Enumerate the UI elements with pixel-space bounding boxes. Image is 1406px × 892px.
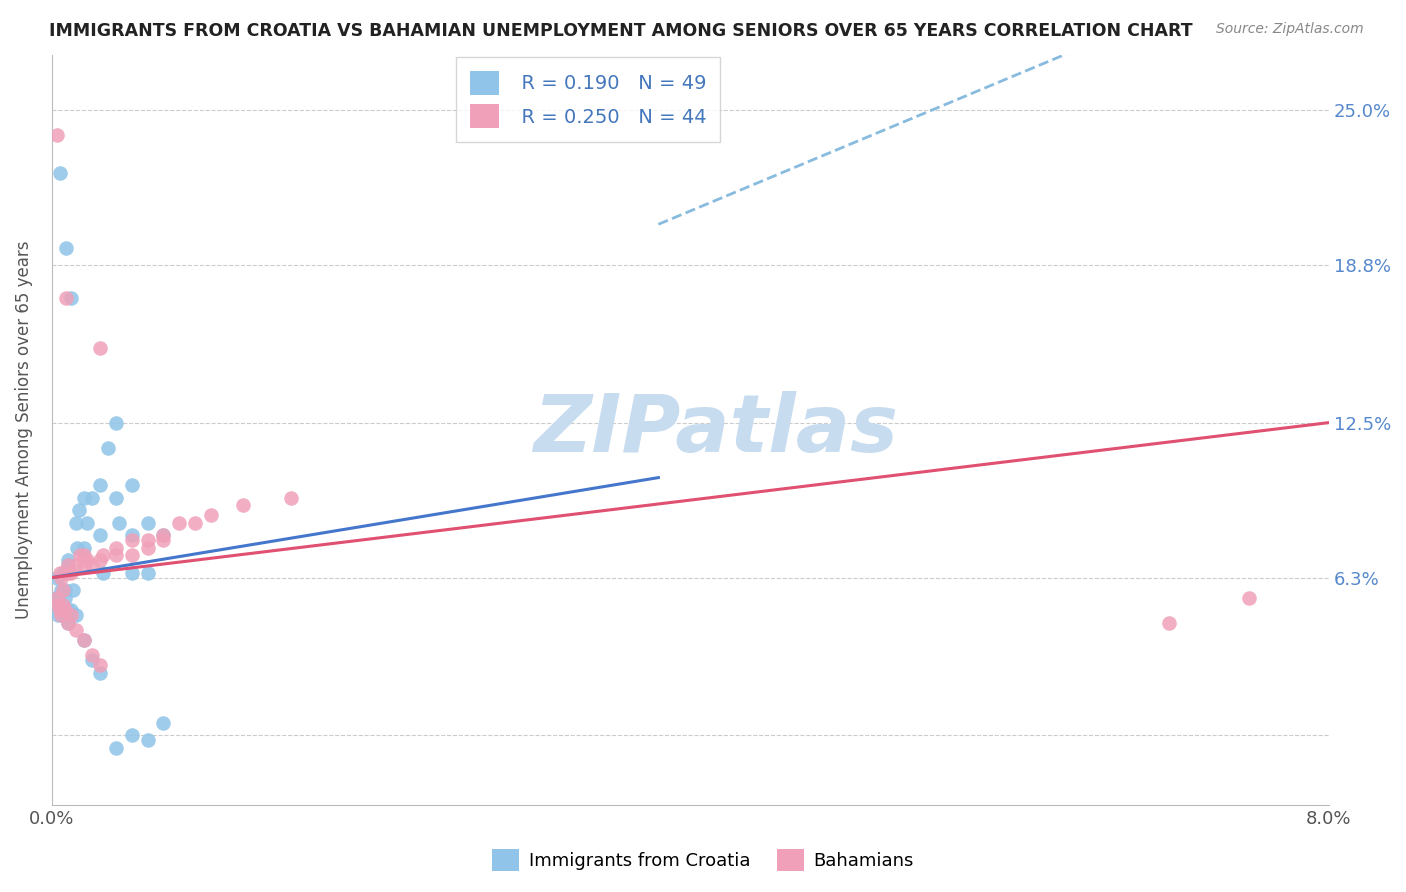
Point (104, 740, 127, 755)
Point (65, 623, 87, 637)
Point (45, 591, 67, 605)
Point (62, 583, 84, 598)
Point (1159, 615, 1181, 630)
Point (56, 553, 79, 567)
Point (56, 566, 79, 580)
Point (52, 608, 75, 623)
Point (67, 503, 90, 517)
Point (45, 128, 67, 142)
Point (104, 491, 127, 505)
Point (48, 166, 70, 180)
Point (80, 653, 103, 667)
Point (152, 528, 174, 542)
Point (107, 516, 129, 530)
Text: Source: ZipAtlas.com: Source: ZipAtlas.com (1216, 22, 1364, 37)
Point (59, 566, 82, 580)
Point (89, 665, 111, 680)
Point (136, 541, 159, 555)
Point (56, 558, 79, 573)
Point (97, 441, 120, 455)
Point (80, 491, 103, 505)
Point (121, 728, 143, 742)
Point (89, 478, 111, 492)
Point (56, 558, 79, 573)
Point (104, 541, 127, 555)
Point (52, 598, 75, 612)
Point (69, 548, 91, 562)
Point (136, 533, 159, 547)
Point (73, 548, 96, 562)
Point (73, 633, 96, 648)
Point (121, 548, 143, 562)
Point (136, 733, 159, 747)
Point (56, 615, 79, 630)
Point (73, 633, 96, 648)
Point (73, 491, 96, 505)
Point (46, 598, 69, 612)
Point (53, 591, 76, 605)
Point (56, 603, 79, 617)
Point (104, 548, 127, 562)
Point (51, 603, 73, 617)
Point (46, 608, 69, 623)
Point (76, 516, 98, 530)
Point (152, 715, 174, 730)
Point (136, 516, 159, 530)
Point (104, 416, 127, 430)
Point (80, 558, 103, 573)
Point (89, 553, 111, 567)
Point (200, 508, 222, 522)
Y-axis label: Unemployment Among Seniors over 65 years: Unemployment Among Seniors over 65 years (15, 241, 32, 619)
Point (152, 528, 174, 542)
Point (66, 541, 89, 555)
Point (76, 553, 98, 567)
Point (121, 478, 143, 492)
Point (48, 603, 70, 617)
Point (232, 498, 254, 512)
Point (45, 598, 67, 612)
Point (121, 566, 143, 580)
Point (169, 516, 191, 530)
Point (51, 583, 73, 598)
Point (121, 533, 143, 547)
Point (44, 591, 66, 605)
Point (89, 341, 111, 355)
Point (73, 541, 96, 555)
Point (48, 603, 70, 617)
Point (184, 516, 207, 530)
Point (46, 591, 69, 605)
Point (121, 528, 143, 542)
Point (65, 608, 87, 623)
Point (65, 558, 87, 573)
Point (91, 548, 114, 562)
Point (45, 571, 67, 585)
Point (91, 566, 114, 580)
Legend:   R = 0.190   N = 49,   R = 0.250   N = 44: R = 0.190 N = 49, R = 0.250 N = 44 (457, 57, 720, 142)
Point (48, 566, 70, 580)
Point (51, 571, 73, 585)
Point (280, 491, 302, 505)
Point (52, 566, 75, 580)
Point (56, 615, 79, 630)
Legend: Immigrants from Croatia, Bahamians: Immigrants from Croatia, Bahamians (485, 842, 921, 879)
Point (59, 291, 82, 305)
Point (65, 516, 87, 530)
Point (73, 558, 96, 573)
Point (59, 608, 82, 623)
Point (51, 608, 73, 623)
Point (59, 603, 82, 617)
Point (52, 583, 75, 598)
Point (89, 528, 111, 542)
Point (152, 533, 174, 547)
Point (80, 648, 103, 662)
Point (136, 566, 159, 580)
Text: IMMIGRANTS FROM CROATIA VS BAHAMIAN UNEMPLOYMENT AMONG SENIORS OVER 65 YEARS COR: IMMIGRANTS FROM CROATIA VS BAHAMIAN UNEM… (49, 22, 1192, 40)
Point (53, 583, 76, 598)
Point (1237, 591, 1260, 605)
Point (89, 658, 111, 673)
Point (55, 291, 77, 305)
Point (53, 603, 76, 617)
Point (55, 241, 77, 255)
Text: ZIPatlas: ZIPatlas (533, 391, 898, 469)
